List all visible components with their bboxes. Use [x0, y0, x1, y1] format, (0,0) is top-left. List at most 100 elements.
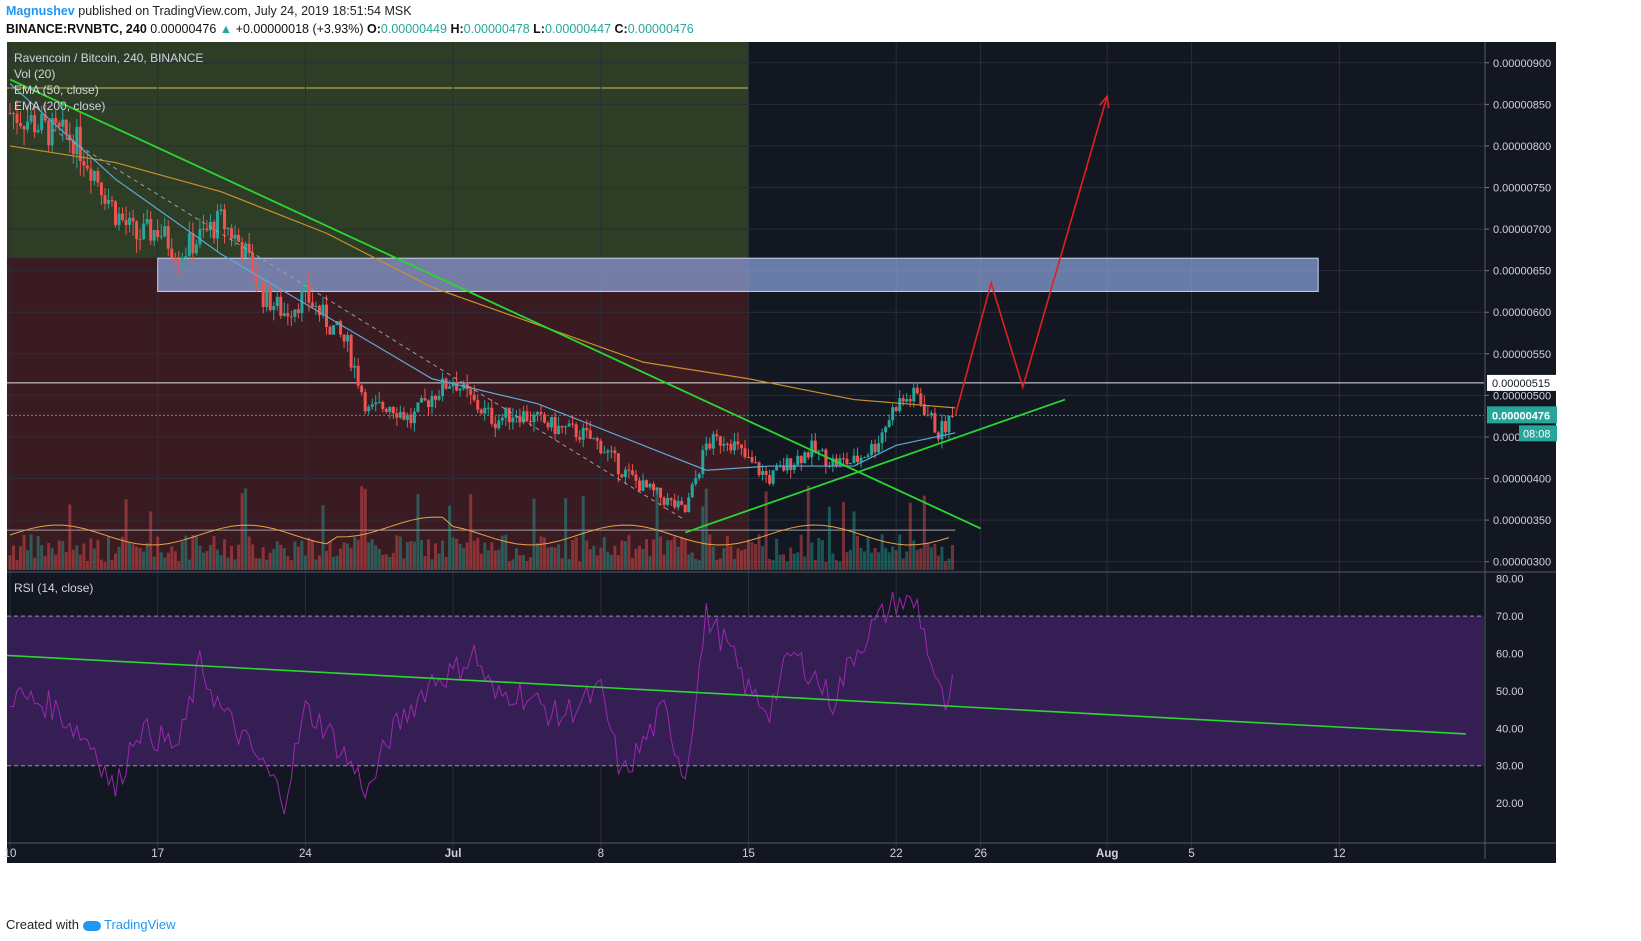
volume-bar [237, 544, 241, 570]
volume-bar [831, 553, 835, 570]
volume-bar [521, 555, 525, 570]
candle-body [627, 469, 631, 471]
volume-bar [201, 552, 205, 570]
candle-body [36, 130, 40, 133]
time-tick-label: 10 [4, 848, 17, 860]
candle-body [395, 413, 399, 418]
legend-title: Ravencoin / Bitcoin, 240, BINANCE [14, 51, 203, 65]
volume-bar [887, 552, 891, 570]
volume-bar [778, 554, 782, 570]
volume-bar [54, 554, 58, 570]
candle-body [177, 260, 181, 265]
author-link[interactable]: Magnushev [6, 4, 75, 18]
volume-bar [405, 542, 409, 570]
candle-body [550, 416, 554, 428]
volume-bar [553, 547, 557, 570]
price-tick-label: 0.00000400 [1493, 474, 1551, 486]
volume-bar [715, 559, 719, 570]
candle-body [187, 233, 191, 257]
volume-bar [360, 486, 364, 570]
candle-body [768, 475, 772, 484]
candle-body [472, 394, 476, 401]
volume-bar [226, 557, 230, 570]
volume-bar [50, 548, 54, 570]
volume-bar [588, 549, 592, 570]
candle-body [571, 423, 575, 425]
volume-bar [430, 559, 434, 570]
candle-body [370, 404, 374, 407]
volume-bar [64, 551, 68, 570]
volume-bar [936, 555, 940, 570]
volume-bar [943, 560, 947, 570]
volume-bar [307, 537, 311, 570]
volume-bar [412, 541, 416, 570]
candle-body [272, 306, 276, 311]
candle-body [121, 213, 125, 220]
trend-line [9, 78, 981, 530]
volume-bar [476, 537, 480, 570]
volume-bar [669, 540, 673, 570]
volume-bar [124, 499, 128, 570]
tradingview-link[interactable]: TradingView [104, 917, 176, 932]
legend-ema50: EMA (50, close) [14, 83, 99, 97]
volume-bar [71, 549, 75, 570]
volume-bar [725, 535, 729, 570]
volume-bar [142, 551, 146, 570]
time-tick-label: 5 [1188, 848, 1194, 860]
volume-bar [609, 554, 613, 570]
volume-bar [690, 552, 694, 570]
price-change: +0.00000018 (+3.93%) [235, 22, 364, 36]
volume-bar [799, 534, 803, 570]
candle-body [441, 378, 445, 397]
candle-body [476, 400, 480, 410]
close-value: 0.00000476 [627, 22, 694, 36]
candle-body [943, 421, 947, 433]
volume-bar [894, 550, 898, 570]
volume-bar [328, 541, 332, 570]
volume-bar [335, 555, 339, 570]
candle-body [708, 443, 712, 449]
candle-body [803, 452, 807, 464]
candle-body [289, 316, 293, 318]
candle-body [500, 417, 504, 421]
volume-bar [258, 558, 262, 570]
candle-body [117, 213, 121, 225]
volume-bar [870, 552, 874, 570]
volume-bar [648, 556, 652, 570]
candle-body [557, 425, 561, 435]
price-tick-label: 0.00000300 [1493, 557, 1551, 569]
candle-body [609, 450, 613, 452]
volume-bar [434, 543, 438, 570]
countdown-label: 08:08 [1523, 428, 1551, 440]
volume-bar [616, 555, 620, 570]
candle-body [303, 283, 307, 292]
candle-body [152, 230, 156, 241]
candle-body [595, 438, 599, 441]
candle-body [817, 450, 821, 452]
candle-body [61, 119, 65, 127]
candle-body [57, 122, 61, 127]
volume-bar [61, 541, 65, 570]
volume-bar [676, 546, 680, 570]
candle-body [184, 256, 188, 258]
volume-bar [346, 543, 350, 570]
candle-body [877, 443, 881, 453]
candle-body [43, 114, 47, 121]
volume-bar [732, 559, 736, 570]
candle-body [736, 441, 740, 445]
candle-body [19, 122, 23, 127]
candle-body [662, 497, 666, 505]
volume-bar [637, 545, 641, 570]
candle-body [616, 453, 620, 475]
price-tick-label: 0.00000700 [1493, 224, 1551, 236]
volume-bar [261, 547, 265, 570]
countdown-bg [1519, 425, 1557, 442]
volume-bar [230, 546, 234, 570]
candle-body [926, 414, 930, 416]
candle-body [901, 398, 905, 402]
volume-bar [82, 543, 86, 570]
rsi-tick-label: 70.00 [1496, 611, 1524, 623]
candle-body [775, 466, 779, 471]
volume-bar [342, 542, 346, 570]
